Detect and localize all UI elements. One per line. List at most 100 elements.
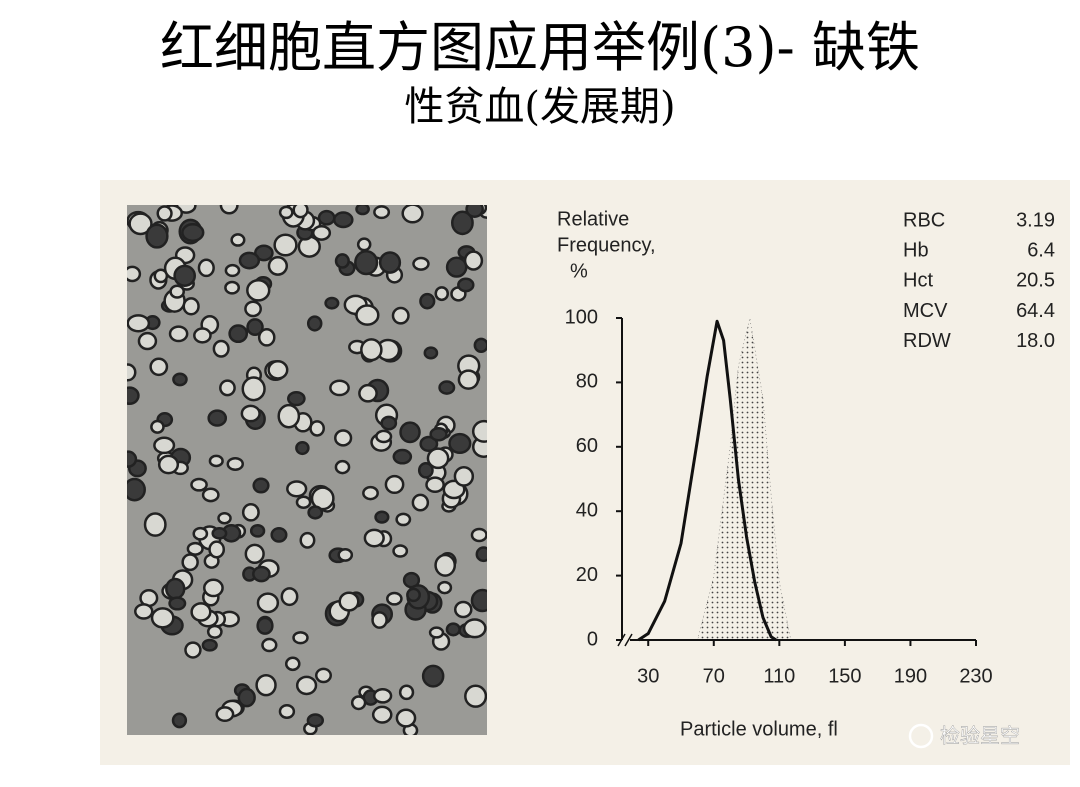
cell <box>391 306 410 325</box>
cell <box>171 712 188 729</box>
cell <box>451 210 474 236</box>
cell <box>371 705 393 724</box>
cell <box>165 577 186 600</box>
cell <box>241 502 260 522</box>
cell <box>425 476 445 493</box>
cell <box>181 553 199 572</box>
cell <box>363 528 385 548</box>
cell <box>190 602 212 622</box>
x-tick-label: 30 <box>637 665 659 687</box>
y-tick-label: 60 <box>576 435 598 457</box>
cell <box>434 553 457 577</box>
x-tick-label: 150 <box>828 665 861 687</box>
cell <box>193 327 212 344</box>
cell <box>201 487 220 503</box>
y-axis-label: Relative <box>557 208 629 230</box>
cell <box>168 596 187 611</box>
cell <box>371 611 388 629</box>
cell <box>208 454 224 468</box>
cell <box>186 541 204 556</box>
cell <box>453 600 473 619</box>
cell <box>428 626 445 639</box>
cell <box>411 493 430 512</box>
cell <box>292 631 309 645</box>
cell <box>228 324 249 344</box>
cell <box>278 205 294 220</box>
cell <box>230 233 246 247</box>
cell <box>310 486 335 511</box>
cell <box>429 427 448 442</box>
title-line: 红细胞直方图应用举例(3)- 缺铁 <box>160 16 920 79</box>
cell <box>237 687 256 708</box>
cell <box>207 409 228 427</box>
cell <box>273 233 298 257</box>
y-tick-label: 20 <box>576 564 598 586</box>
index-name: RBC <box>903 209 945 231</box>
cell <box>246 279 271 302</box>
watermark-text: 检验星空 <box>940 724 1020 748</box>
index-name: RDW <box>903 330 951 352</box>
cell <box>445 256 468 278</box>
cell <box>419 292 436 310</box>
cell <box>145 223 169 249</box>
reference-area <box>697 317 792 641</box>
x-tick-label: 190 <box>894 665 927 687</box>
cell <box>401 205 424 224</box>
cell <box>224 280 241 295</box>
cell <box>306 713 325 728</box>
cell <box>350 695 367 711</box>
cell <box>355 205 370 216</box>
cell <box>309 420 325 437</box>
cell <box>434 286 450 302</box>
cell <box>150 607 175 629</box>
cell <box>299 531 316 549</box>
cell <box>226 456 244 472</box>
cell <box>172 372 188 387</box>
cell <box>311 224 332 241</box>
cell <box>256 616 274 635</box>
cell <box>448 432 472 455</box>
cell <box>475 546 487 563</box>
cell <box>256 592 280 614</box>
cell <box>212 339 230 358</box>
cell <box>244 300 262 318</box>
cell <box>252 565 271 583</box>
cell <box>217 511 232 525</box>
index-value: 64.4 <box>1016 300 1055 322</box>
cell <box>329 379 350 397</box>
cell <box>153 436 176 455</box>
index-value: 6.4 <box>1027 239 1055 261</box>
cell <box>287 390 306 407</box>
cell <box>423 346 439 360</box>
cell <box>398 684 415 701</box>
x-tick-label: 70 <box>703 665 725 687</box>
cell <box>465 205 484 218</box>
cell <box>240 404 261 423</box>
cell <box>395 512 412 527</box>
cell <box>338 591 360 612</box>
cell <box>261 637 278 653</box>
cell <box>384 474 405 495</box>
cell <box>473 337 487 353</box>
x-axis-label: Particle volume, fl <box>680 718 838 740</box>
cell <box>181 223 205 243</box>
cell <box>182 297 200 316</box>
cell <box>358 383 378 403</box>
cell <box>249 523 266 538</box>
cell <box>127 314 151 333</box>
cell <box>143 512 167 537</box>
cell <box>464 684 487 708</box>
x-tick-label: 230 <box>959 665 992 687</box>
cell <box>306 315 323 332</box>
cell <box>419 435 439 453</box>
cell <box>206 624 223 639</box>
title-line: 性贫血(发展期) <box>404 84 675 130</box>
cell <box>137 331 158 351</box>
cell <box>150 419 165 434</box>
cell <box>127 450 138 468</box>
cell <box>453 466 475 487</box>
cell <box>278 704 296 720</box>
cell <box>462 618 487 639</box>
cell <box>438 380 456 395</box>
